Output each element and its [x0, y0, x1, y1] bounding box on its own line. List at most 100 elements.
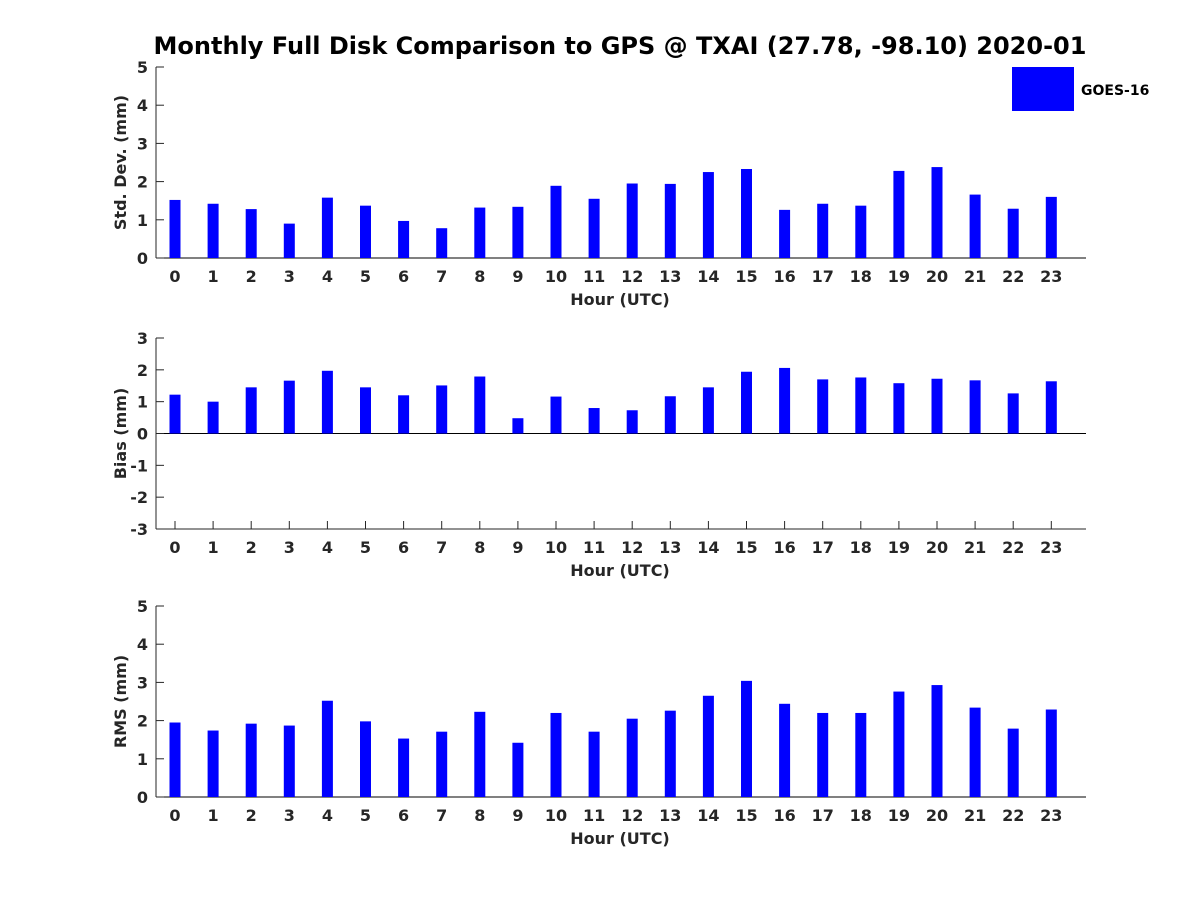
std-dev-x-tick-label: 19: [888, 267, 910, 286]
bias-bar: [741, 371, 752, 434]
bias-x-tick-label: 9: [512, 538, 523, 557]
rms-x-tick-label: 9: [512, 806, 523, 825]
bias-bar: [550, 396, 562, 434]
std-dev-x-tick-label: 14: [697, 267, 719, 286]
rms-x-tick-label: 17: [812, 806, 834, 825]
bias-bar: [169, 394, 181, 434]
rms-bar: [664, 710, 676, 797]
bias-x-tick-label: 7: [436, 538, 447, 557]
rms-bar: [931, 685, 943, 797]
std-dev-bar: [245, 209, 257, 258]
rms-bar: [969, 707, 981, 797]
std-dev-x-tick-label: 11: [583, 267, 605, 286]
std-dev-bar: [550, 185, 562, 258]
rms-x-tick-label: 22: [1002, 806, 1024, 825]
std-dev-y-tick-label: 3: [137, 134, 148, 153]
bias-bar: [360, 387, 371, 434]
std-dev-y-tick-label: 4: [137, 96, 148, 115]
bias-x-tick-label: 6: [398, 538, 409, 557]
std-dev-bar: [702, 172, 714, 258]
rms-x-tick-label: 20: [926, 806, 948, 825]
rms-x-tick-label: 6: [398, 806, 409, 825]
rms-x-tick-label: 7: [436, 806, 447, 825]
bias-y-tick-label: -3: [130, 520, 148, 539]
bias-bar: [931, 378, 943, 434]
rms-y-axis-label: RMS (mm): [111, 655, 130, 748]
std-dev-bar: [855, 205, 867, 258]
bias-x-tick-label: 4: [322, 538, 333, 557]
rms-bar: [169, 722, 181, 797]
std-dev-x-tick-label: 13: [659, 267, 681, 286]
std-dev-x-tick-label: 1: [208, 267, 219, 286]
bias-y-tick-label: 1: [137, 393, 148, 412]
rms-x-tick-label: 10: [545, 806, 567, 825]
std-dev-y-tick-label: 2: [137, 173, 148, 192]
std-dev-bar: [626, 183, 638, 258]
std-dev-x-tick-label: 8: [474, 267, 485, 286]
std-dev-bar: [1007, 208, 1019, 258]
rms-x-tick-label: 19: [888, 806, 910, 825]
bias-x-tick-label: 0: [169, 538, 180, 557]
bias-x-tick-label: 17: [812, 538, 834, 557]
bias-bar: [512, 418, 524, 434]
rms-bar: [626, 718, 638, 797]
chart-title: Monthly Full Disk Comparison to GPS @ TX…: [154, 32, 1087, 60]
rms-y-tick-label: 1: [137, 750, 148, 769]
rms-x-tick-label: 3: [284, 806, 295, 825]
std-dev-bar: [321, 197, 333, 258]
rms-bar: [855, 712, 867, 797]
bias-bar: [1045, 381, 1057, 434]
std-dev-x-tick-label: 7: [436, 267, 447, 286]
bias-x-tick-label: 23: [1040, 538, 1062, 557]
std-dev-y-tick-label: 1: [137, 211, 148, 230]
std-dev-x-tick-label: 18: [850, 267, 872, 286]
std-dev-x-tick-label: 20: [926, 267, 948, 286]
rms-x-tick-label: 4: [322, 806, 333, 825]
std-dev-x-tick-label: 22: [1002, 267, 1024, 286]
rms-x-tick-label: 21: [964, 806, 986, 825]
bias-y-tick-label: 3: [137, 329, 148, 348]
bias-bar: [588, 408, 600, 434]
bias-bar: [702, 387, 714, 434]
bias-x-tick-label: 8: [474, 538, 485, 557]
std-dev-y-tick-label: 0: [137, 249, 148, 268]
bias-bar: [779, 367, 791, 434]
std-dev-bar: [398, 220, 410, 258]
bias-x-tick-label: 20: [926, 538, 948, 557]
rms-x-tick-label: 11: [583, 806, 605, 825]
rms-x-tick-label: 1: [208, 806, 219, 825]
bias-bar: [245, 387, 257, 434]
rms-x-tick-label: 15: [735, 806, 757, 825]
std-dev-bar: [779, 209, 791, 258]
bias-x-tick-label: 22: [1002, 538, 1024, 557]
std-dev-bar: [360, 205, 371, 258]
std-dev-x-tick-label: 9: [512, 267, 523, 286]
rms-x-tick-label: 12: [621, 806, 643, 825]
rms-bar: [588, 731, 600, 797]
rms-x-tick-label: 18: [850, 806, 872, 825]
legend: GOES-16: [1012, 67, 1149, 111]
bias-bar: [969, 380, 981, 434]
bias-x-tick-label: 3: [284, 538, 295, 557]
rms-y-tick-label: 5: [137, 597, 148, 616]
rms-bar: [474, 711, 486, 797]
bias-x-tick-label: 21: [964, 538, 986, 557]
rms-y-tick-label: 4: [137, 635, 148, 654]
bias-x-tick-label: 12: [621, 538, 643, 557]
std-dev-bar: [283, 223, 295, 258]
std-dev-bar: [741, 168, 752, 258]
rms-x-axis-label: Hour (UTC): [570, 829, 670, 848]
bias-x-tick-label: 5: [360, 538, 371, 557]
std-dev-bar: [207, 203, 219, 258]
std-dev-y-axis-label: Std. Dev. (mm): [111, 95, 130, 230]
std-dev-bar: [1045, 196, 1057, 258]
bias-bar: [474, 376, 486, 434]
bias-x-tick-label: 1: [208, 538, 219, 557]
bias-x-tick-label: 15: [735, 538, 757, 557]
std-dev-x-tick-label: 3: [284, 267, 295, 286]
bias-y-axis-label: Bias (mm): [111, 388, 130, 480]
std-dev-bar: [169, 199, 181, 258]
